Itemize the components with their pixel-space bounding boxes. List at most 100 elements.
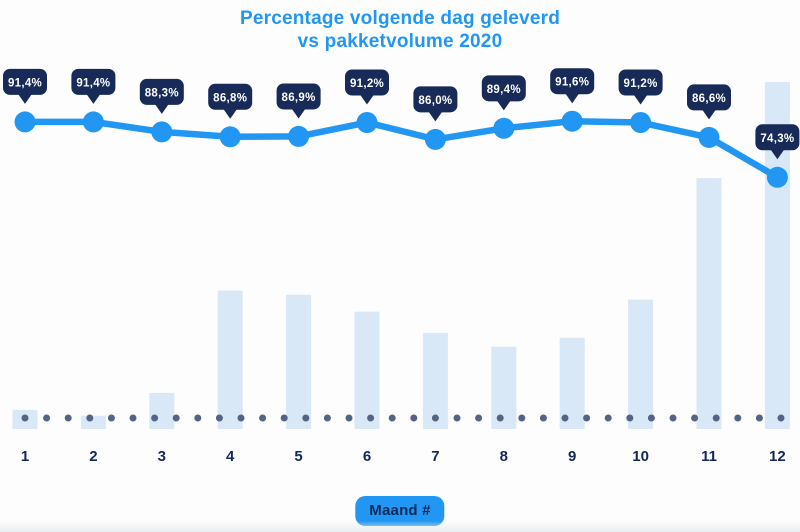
x-tick-label: 8 [500, 448, 508, 465]
baseline-dot [431, 414, 439, 422]
x-axis-title-badge: Maand # [355, 496, 445, 526]
volume-bar [628, 299, 654, 429]
value-badge-tail [360, 94, 374, 105]
baseline-dot [259, 414, 267, 422]
baseline-dot [777, 414, 785, 422]
x-tick-label: 1 [21, 448, 29, 465]
value-badge [550, 68, 595, 95]
volume-bar [217, 290, 243, 429]
x-tick-label: 6 [363, 448, 371, 465]
baseline-dot [151, 414, 159, 422]
value-badge [687, 84, 731, 111]
line-point [151, 121, 173, 143]
x-tick-label: 3 [158, 448, 166, 465]
baseline-dot [388, 414, 396, 422]
value-badge-label: 89,4% [487, 84, 521, 96]
volume-bar [149, 392, 175, 429]
baseline-dot [86, 414, 94, 422]
value-badge-label: 86,6% [692, 93, 726, 105]
line-point [219, 126, 241, 148]
value-badge [71, 68, 116, 95]
value-badge-label: 91,2% [624, 78, 658, 90]
baseline-dot [539, 414, 547, 422]
baseline-dot [64, 414, 72, 422]
line-point [82, 111, 104, 133]
line-point [493, 117, 515, 139]
volume-bar [286, 294, 312, 429]
line-point [356, 112, 378, 133]
value-badge-label: 86,9% [282, 92, 316, 104]
baseline-dot [453, 414, 461, 422]
baseline-dot [215, 414, 223, 422]
baseline-dot [734, 414, 742, 422]
value-badge [755, 124, 800, 151]
value-badge-tail [18, 93, 32, 104]
x-tick-label: 4 [226, 448, 235, 465]
baseline-dot [712, 414, 720, 422]
baseline-dot [107, 414, 115, 422]
value-badge-tail [496, 100, 511, 111]
baseline-dot [604, 414, 612, 422]
baseline-dot [755, 414, 763, 422]
value-badge-tail [770, 149, 785, 160]
x-tick-label: 7 [431, 448, 439, 465]
baseline-dot [518, 414, 526, 422]
value-badge-tail [291, 108, 306, 119]
baseline-dot [323, 414, 331, 422]
line-point [14, 111, 36, 133]
value-badge-tail [86, 93, 101, 104]
baseline-dot [691, 414, 699, 422]
baseline-dot [367, 414, 375, 422]
x-tick-label: 11 [701, 448, 717, 465]
line-point [698, 126, 720, 148]
baseline-dot [43, 414, 51, 422]
value-badge-tail [223, 108, 238, 119]
volume-bar [422, 332, 448, 429]
x-tick-label: 12 [769, 448, 786, 465]
value-badge-tail [154, 103, 169, 114]
line-point [288, 125, 310, 147]
line-point [424, 128, 446, 150]
baseline-dot [302, 414, 310, 422]
baseline-dot [172, 414, 180, 422]
baseline-dot [280, 414, 288, 422]
chart-title-line2: vs pakketvolume 2020 [297, 31, 503, 52]
x-tick-label: 9 [568, 448, 576, 465]
value-badge-tail [702, 109, 716, 120]
baseline-dot [496, 414, 504, 422]
combo-chart: 91,4% 91,4% 88,3% 86,8% 86,9% 91,2% 86,0% 89,4%… [3, 68, 800, 465]
value-badge-label: 86,0% [418, 95, 452, 107]
percentage-line [21, 117, 781, 181]
baseline-dot [237, 414, 245, 422]
value-badge [345, 69, 389, 96]
baseline-dot [583, 414, 591, 422]
x-tick-label: 5 [294, 448, 302, 465]
baseline-dot [129, 414, 137, 422]
value-badge-label: 88,3% [145, 87, 179, 99]
value-badge [413, 86, 458, 113]
value-badge-label: 74,3% [760, 133, 794, 145]
line-point [766, 166, 788, 188]
value-badge [618, 69, 663, 96]
x-tick-label: 2 [89, 448, 97, 465]
value-badge-label: 91,6% [555, 77, 589, 89]
volume-bar [559, 337, 585, 429]
x-axis-title: Maand # [369, 502, 431, 519]
value-badge-label: 86,8% [213, 92, 247, 104]
value-badge [3, 68, 47, 95]
baseline-dot [669, 414, 677, 422]
baseline-dot [626, 414, 634, 422]
volume-bar [354, 311, 380, 429]
baseline-dot [345, 414, 353, 422]
value-badge [139, 78, 184, 105]
volume-bar [696, 178, 722, 429]
value-badge-label: 91,2% [350, 78, 384, 90]
value-badge-label: 91,4% [8, 77, 42, 89]
baseline-dot [21, 414, 29, 422]
value-badge-tail [633, 94, 648, 105]
value-badge [208, 83, 253, 110]
value-badge-tail [428, 111, 443, 122]
volume-bar [491, 346, 517, 429]
chart-title: Percentage volgende dag geleverd vs pakk… [0, 7, 800, 53]
